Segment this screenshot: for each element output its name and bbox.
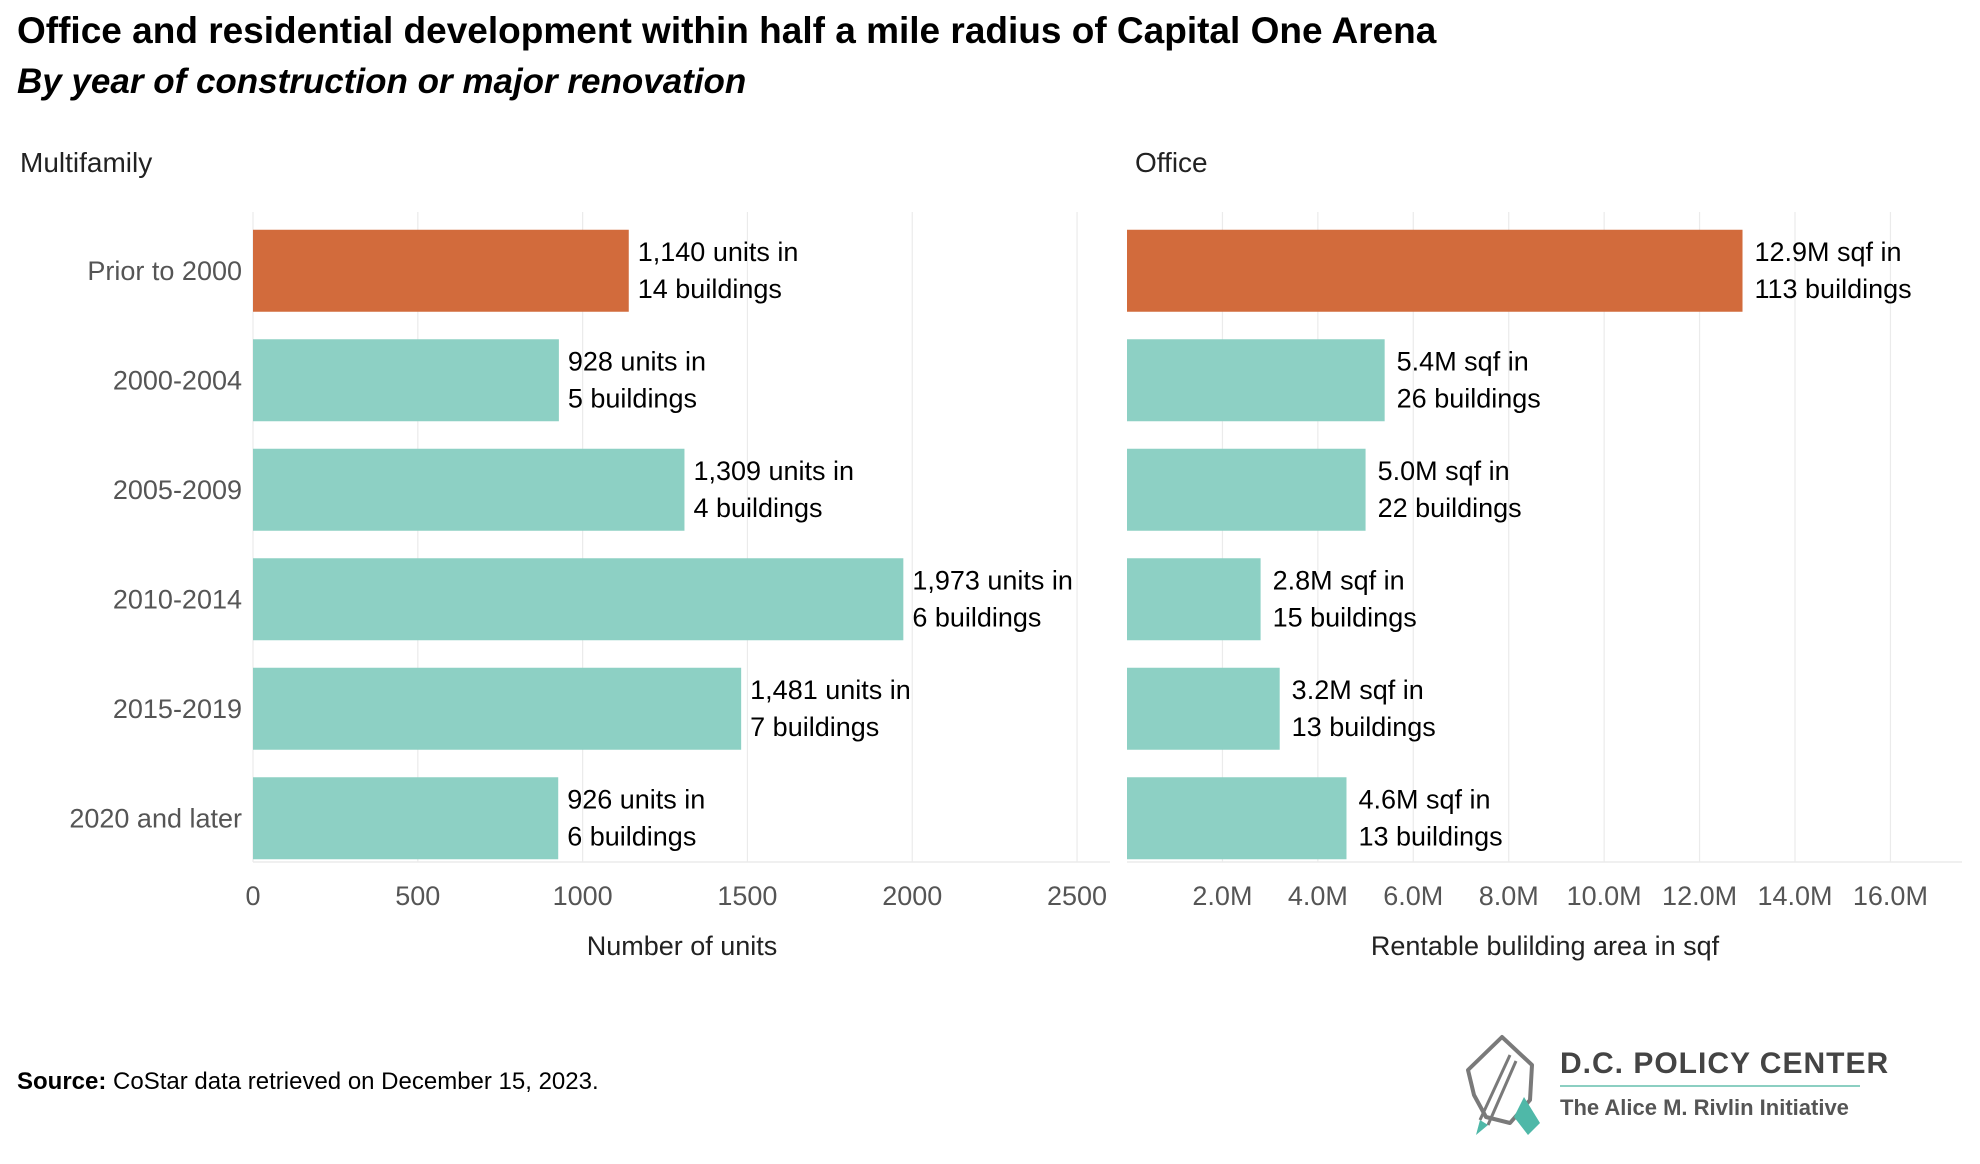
chart-title: Office and residential development withi…	[17, 10, 1437, 51]
data-label: 926 units in	[567, 784, 705, 814]
data-label: 3.2M sqf in	[1292, 675, 1424, 705]
category-label: 2015-2019	[113, 694, 242, 724]
dc-policy-center-logo: D.C. POLICY CENTER The Alice M. Rivlin I…	[1440, 1025, 1888, 1155]
x-tick-label: 8.0M	[1479, 881, 1539, 911]
bar	[1127, 558, 1261, 641]
x-tick-label: 2500	[1047, 881, 1107, 911]
data-label: 12.9M sqf in	[1755, 237, 1902, 267]
x-tick-label: 2000	[882, 881, 942, 911]
category-label: 2000-2004	[113, 365, 242, 395]
data-label: 6 buildings	[567, 821, 696, 851]
chart-subtitle: By year of construction or major renovat…	[17, 62, 747, 101]
bar	[1127, 667, 1280, 750]
data-label: 2.8M sqf in	[1273, 565, 1405, 595]
category-label: Prior to 2000	[87, 256, 242, 286]
x-axis-label: Number of units	[587, 931, 778, 961]
x-tick-label: 4.0M	[1288, 881, 1348, 911]
logo-name: D.C. POLICY CENTER	[1560, 1047, 1890, 1080]
category-label: 2020 and later	[69, 803, 242, 833]
x-tick-label: 10.0M	[1567, 881, 1642, 911]
dc-map-quill-icon	[1466, 1035, 1540, 1135]
source-text: CoStar data retrieved on December 15, 20…	[106, 1068, 599, 1095]
bar	[1127, 339, 1385, 422]
bar	[253, 229, 629, 312]
data-label: 928 units in	[568, 346, 706, 376]
data-label: 6 buildings	[912, 602, 1041, 632]
x-tick-label: 1500	[717, 881, 777, 911]
data-label: 22 buildings	[1378, 493, 1522, 523]
data-label: 4 buildings	[693, 493, 822, 523]
bar	[253, 448, 685, 531]
x-tick-label: 6.0M	[1383, 881, 1443, 911]
data-label: 5.4M sqf in	[1397, 346, 1529, 376]
x-tick-label: 1000	[553, 881, 613, 911]
data-label: 1,973 units in	[912, 565, 1073, 595]
data-label: 13 buildings	[1292, 712, 1436, 742]
x-tick-label: 12.0M	[1662, 881, 1737, 911]
data-label: 4.6M sqf in	[1358, 784, 1490, 814]
bar	[1127, 777, 1347, 860]
x-tick-label: 16.0M	[1853, 881, 1928, 911]
data-label: 7 buildings	[750, 712, 879, 742]
category-label: 2005-2009	[113, 475, 242, 505]
source-note: Source: CoStar data retrieved on Decembe…	[17, 1068, 599, 1096]
data-label: 1,140 units in	[638, 237, 799, 267]
data-label: 1,309 units in	[693, 456, 854, 486]
category-label: 2010-2014	[113, 584, 242, 614]
bar	[1127, 229, 1743, 312]
bar	[253, 777, 559, 860]
source-label: Source:	[17, 1068, 107, 1095]
logo-divider	[1560, 1085, 1860, 1087]
data-label: 113 buildings	[1755, 274, 1912, 304]
x-tick-label: 2.0M	[1192, 881, 1252, 911]
bar	[253, 558, 904, 641]
x-tick-label: 500	[395, 881, 440, 911]
data-label: 5.0M sqf in	[1378, 456, 1510, 486]
x-tick-label: 14.0M	[1757, 881, 1832, 911]
data-label: 1,481 units in	[750, 675, 911, 705]
data-label: 5 buildings	[568, 383, 697, 413]
bar	[253, 667, 742, 750]
data-label: 14 buildings	[638, 274, 782, 304]
x-axis-label: Rentable bulilding area in sqf	[1371, 931, 1720, 961]
panel-title: Office	[1135, 147, 1208, 178]
data-label: 13 buildings	[1358, 821, 1502, 851]
panel-title: Multifamily	[20, 147, 152, 178]
x-tick-label: 0	[245, 881, 260, 911]
bar	[253, 339, 559, 422]
data-label: 26 buildings	[1397, 383, 1541, 413]
data-label: 15 buildings	[1273, 602, 1417, 632]
logo-subtitle: The Alice M. Rivlin Initiative	[1560, 1095, 1849, 1120]
bar	[1127, 448, 1366, 531]
